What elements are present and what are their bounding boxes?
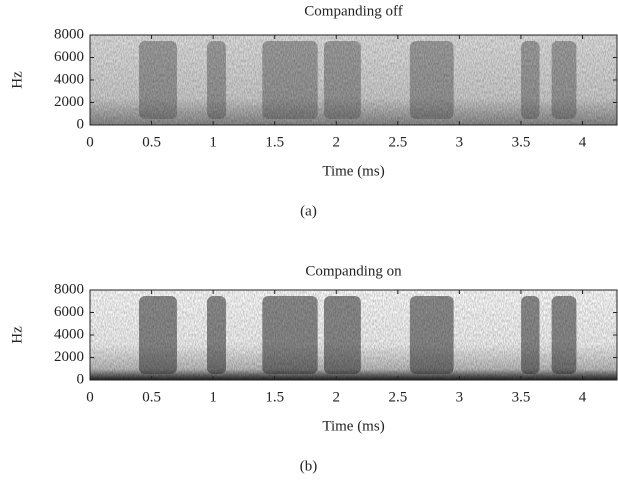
spectrogram-noise — [90, 290, 617, 380]
x-tick-label: 2 — [333, 389, 341, 405]
x-axis-label: Time (ms) — [322, 418, 384, 434]
y-tick-label: 8000 — [54, 281, 84, 297]
x-tick-label: 0.5 — [142, 389, 161, 405]
y-axis-label: Hz — [9, 326, 25, 344]
y-tick-label: 2000 — [54, 94, 84, 110]
x-tick-label: 2.5 — [388, 389, 407, 405]
x-tick-label: 0 — [86, 389, 94, 405]
x-tick-label: 0 — [86, 134, 94, 150]
x-tick-label: 0.5 — [142, 134, 161, 150]
x-tick-label: 1.5 — [265, 389, 284, 405]
y-tick-label: 4000 — [54, 326, 84, 342]
x-tick-label: 3 — [456, 134, 464, 150]
caption: (b) — [300, 458, 318, 474]
x-tick-label: 4 — [579, 134, 587, 150]
y-tick-label: 8000 — [54, 26, 84, 42]
x-tick-label: 3.5 — [512, 389, 531, 405]
y-axis-label: Hz — [9, 71, 25, 89]
x-tick-label: 3.5 — [512, 134, 531, 150]
y-tick-label: 0 — [77, 371, 85, 387]
y-tick-label: 6000 — [54, 304, 84, 320]
x-tick-label: 4 — [579, 389, 587, 405]
y-tick-label: 6000 — [54, 49, 84, 65]
y-tick-label: 0 — [77, 116, 85, 132]
x-tick-label: 3 — [456, 389, 464, 405]
y-tick-label: 4000 — [54, 71, 84, 87]
x-tick-label: 1 — [209, 389, 217, 405]
spectrogram-noise — [90, 35, 617, 125]
x-axis-label: Time (ms) — [322, 163, 384, 179]
x-tick-label: 1.5 — [265, 134, 284, 150]
chart-title: Companding on — [305, 263, 402, 279]
x-tick-label: 1 — [209, 134, 217, 150]
chart-title: Companding off — [304, 3, 402, 19]
x-tick-label: 2 — [333, 134, 341, 150]
caption: (a) — [300, 203, 317, 219]
x-tick-label: 2.5 — [388, 134, 407, 150]
y-tick-label: 2000 — [54, 349, 84, 365]
